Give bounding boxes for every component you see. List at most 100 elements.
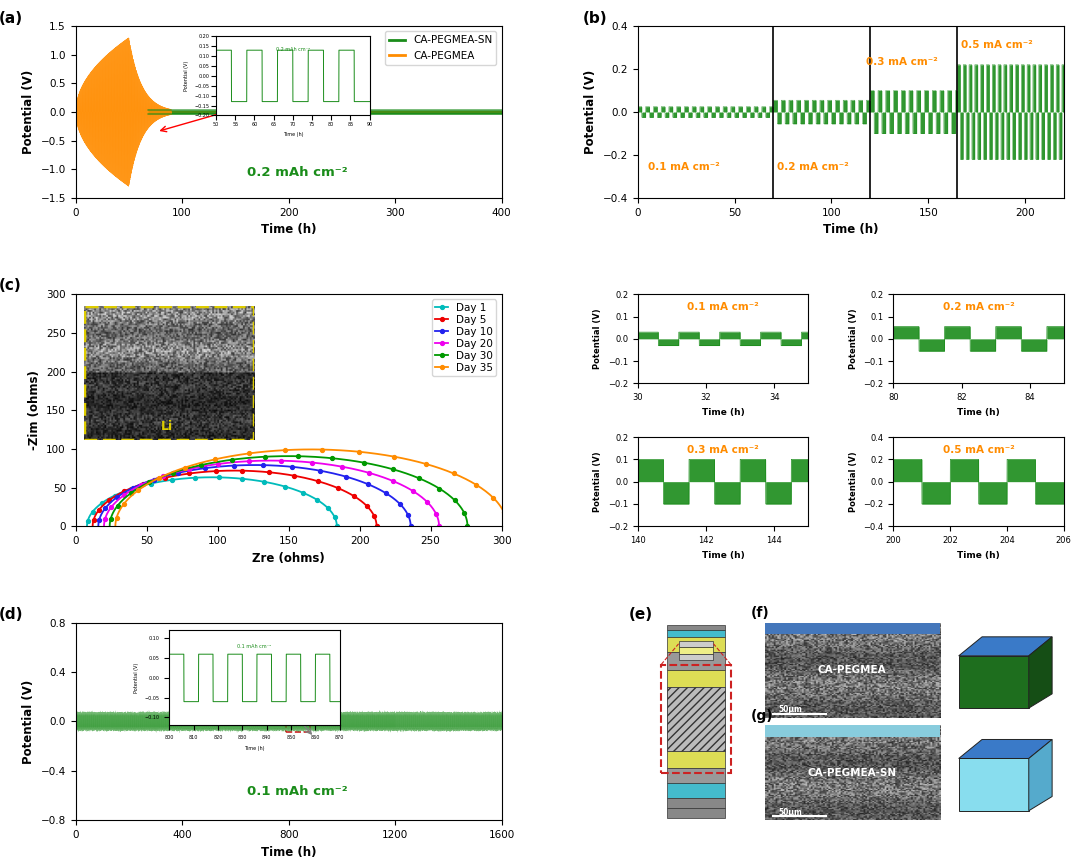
Day 35: [307, 444, 320, 455]
Day 5: [369, 514, 382, 524]
Day 30: [109, 503, 122, 514]
Day 5: [347, 490, 360, 501]
Text: 0.1 mA cm⁻²: 0.1 mA cm⁻²: [648, 162, 719, 172]
Text: 0.3 mA cm⁻²: 0.3 mA cm⁻²: [687, 445, 759, 455]
Day 10: [249, 460, 262, 470]
Y-axis label: Potential (V): Potential (V): [22, 680, 35, 764]
Day 35: [497, 507, 510, 517]
Line: Day 1: Day 1: [85, 476, 339, 529]
X-axis label: Zre (ohms): Zre (ohms): [253, 551, 325, 564]
Day 20: [433, 521, 446, 531]
Text: 0.2 mA cm⁻²: 0.2 mA cm⁻²: [943, 302, 1014, 312]
Bar: [286, 711, 310, 732]
Day 5: [229, 465, 242, 476]
Bar: [661, 665, 731, 773]
Text: (b): (b): [582, 10, 607, 25]
Polygon shape: [959, 656, 1029, 708]
Y-axis label: Potential (V): Potential (V): [849, 451, 858, 512]
Y-axis label: Potential (V): Potential (V): [584, 69, 597, 155]
Bar: [667, 669, 725, 687]
Day 35: [116, 502, 129, 512]
Day 1: [84, 509, 97, 519]
Day 30: [461, 521, 474, 531]
Day 35: [111, 510, 124, 521]
Y-axis label: Potential (V): Potential (V): [849, 308, 858, 369]
Bar: [667, 687, 725, 751]
Day 1: [329, 515, 342, 525]
Day 30: [105, 511, 118, 522]
Day 30: [104, 521, 117, 531]
Text: 0.2 mA cm⁻²: 0.2 mA cm⁻²: [778, 162, 849, 172]
Line: Day 30: Day 30: [108, 454, 470, 529]
Day 1: [289, 484, 302, 495]
Text: (c): (c): [0, 278, 22, 293]
Bar: [667, 625, 725, 630]
Line: Day 5: Day 5: [91, 469, 379, 529]
Text: 0.3 mA cm⁻²: 0.3 mA cm⁻²: [866, 56, 939, 67]
Bar: [765, 622, 940, 634]
Day 1: [330, 521, 343, 531]
Day 5: [86, 521, 99, 531]
Text: 0.5 mA cm⁻²: 0.5 mA cm⁻²: [961, 40, 1032, 49]
Day 10: [404, 521, 417, 531]
Day 20: [405, 485, 418, 496]
Polygon shape: [959, 740, 1052, 759]
Day 20: [103, 504, 116, 515]
Day 20: [431, 513, 444, 523]
Bar: [667, 783, 725, 798]
Legend: CA-PEGMEA-SN, CA-PEGMEA: CA-PEGMEA-SN, CA-PEGMEA: [384, 31, 497, 65]
Day 10: [353, 476, 366, 486]
Bar: [667, 808, 725, 818]
Text: CA-PEGMEA-SN: CA-PEGMEA-SN: [808, 767, 896, 778]
Day 20: [377, 472, 390, 483]
Day 10: [92, 521, 105, 531]
Day 10: [93, 512, 106, 523]
Day 1: [82, 514, 95, 524]
Day 10: [402, 510, 415, 520]
Day 5: [323, 480, 336, 490]
X-axis label: Time (h): Time (h): [702, 550, 744, 560]
Day 35: [469, 478, 482, 489]
X-axis label: Time (h): Time (h): [957, 550, 1000, 560]
Bar: [678, 654, 714, 660]
Day 1: [310, 494, 323, 504]
Day 10: [403, 513, 416, 523]
Polygon shape: [1029, 637, 1052, 708]
Legend: Day 1, Day 5, Day 10, Day 20, Day 30, Day 35: Day 1, Day 5, Day 10, Day 20, Day 30, Da…: [432, 299, 497, 376]
Day 20: [267, 456, 280, 466]
Day 30: [458, 508, 471, 518]
Day 35: [109, 521, 122, 531]
X-axis label: Time (h): Time (h): [261, 223, 316, 236]
Day 1: [206, 472, 219, 483]
Text: 0.1 mAh cm⁻²: 0.1 mAh cm⁻²: [247, 785, 348, 798]
Text: (a): (a): [0, 10, 23, 25]
Day 35: [499, 511, 512, 522]
Bar: [667, 768, 725, 783]
Line: Day 35: Day 35: [113, 448, 509, 529]
Day 10: [97, 506, 110, 516]
X-axis label: Time (h): Time (h): [823, 223, 878, 236]
Day 30: [460, 512, 473, 523]
Day 1: [81, 521, 94, 531]
Day 10: [378, 487, 391, 497]
Day 35: [436, 464, 449, 475]
X-axis label: Time (h): Time (h): [957, 408, 1000, 417]
Text: 0.2 mAh cm⁻²: 0.2 mAh cm⁻²: [247, 166, 348, 179]
Bar: [667, 798, 725, 808]
Bar: [667, 687, 725, 751]
Day 30: [284, 450, 297, 461]
Y-axis label: Potential (V): Potential (V): [22, 69, 35, 155]
Bar: [678, 648, 714, 654]
Text: (d): (d): [0, 607, 24, 621]
Day 5: [367, 510, 380, 521]
Day 30: [431, 483, 444, 493]
Line: Day 10: Day 10: [96, 464, 413, 529]
Text: CA-PEGMEA: CA-PEGMEA: [818, 665, 887, 675]
Day 20: [99, 512, 112, 523]
Bar: [667, 630, 725, 637]
Text: 0.5 mA cm⁻²: 0.5 mA cm⁻²: [943, 445, 1014, 455]
Polygon shape: [959, 637, 1052, 656]
Polygon shape: [959, 759, 1029, 811]
Day 5: [91, 507, 104, 517]
Bar: [678, 641, 714, 648]
